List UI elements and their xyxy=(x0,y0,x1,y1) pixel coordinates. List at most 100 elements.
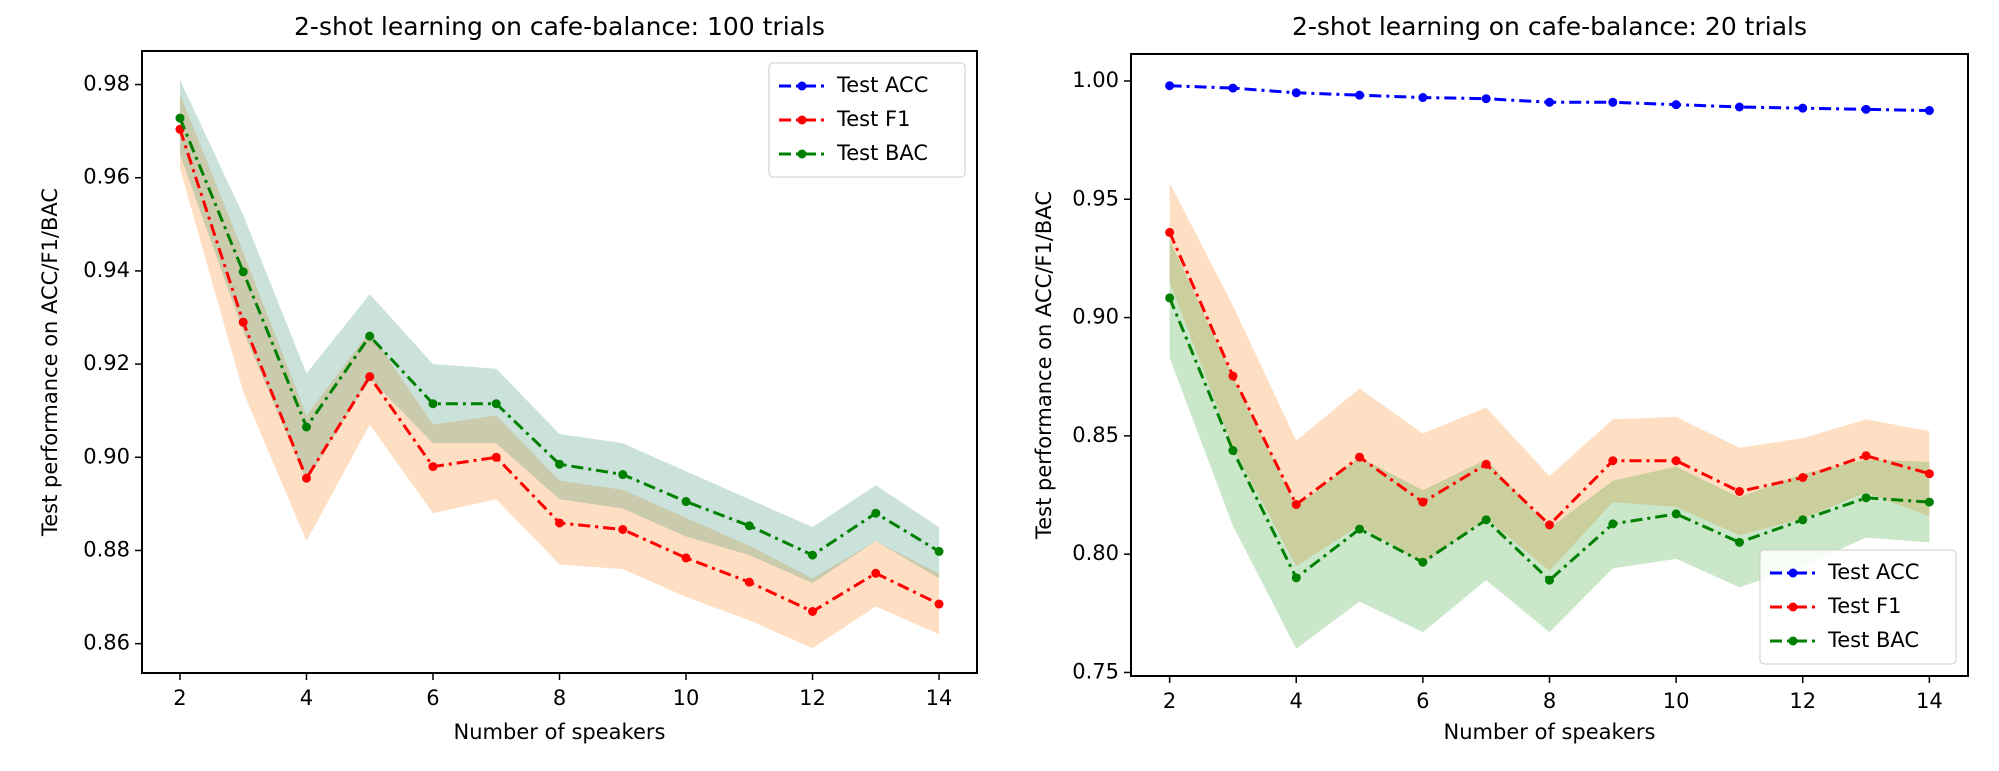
point xyxy=(808,550,818,560)
x-tick-label: 12 xyxy=(799,686,826,710)
point xyxy=(1861,451,1871,461)
x-tick-label: 10 xyxy=(673,686,700,710)
point xyxy=(555,459,564,469)
point xyxy=(808,606,818,616)
y-axis-label: Test performance on ACC/F1/BAC xyxy=(38,188,62,537)
error-band xyxy=(179,93,940,649)
x-tick-label: 14 xyxy=(1916,689,1943,713)
point xyxy=(618,524,628,534)
legend-marker xyxy=(797,149,807,159)
point xyxy=(365,331,375,341)
point xyxy=(871,568,881,578)
legend-label: Test ACC xyxy=(836,73,928,97)
point xyxy=(1924,497,1934,507)
chart-title: 2-shot learning on cafe-balance: 20 tria… xyxy=(1292,12,1807,41)
point xyxy=(744,521,754,531)
point xyxy=(1165,81,1175,91)
point xyxy=(1734,102,1744,112)
point xyxy=(1545,520,1554,530)
legend-label: Test ACC xyxy=(1827,560,1919,584)
point xyxy=(491,452,501,462)
legend-label: Test F1 xyxy=(1827,594,1901,618)
point xyxy=(1798,472,1808,482)
legend: Test ACC Test F1 Test BAC xyxy=(768,62,966,178)
point xyxy=(1545,575,1554,585)
point xyxy=(301,422,311,432)
point xyxy=(1671,456,1681,466)
point xyxy=(555,518,564,528)
point xyxy=(1291,573,1301,583)
x-tick-label: 2 xyxy=(173,686,186,710)
point xyxy=(238,267,248,277)
x-tick-label: 6 xyxy=(1416,689,1429,713)
legend-box xyxy=(1759,549,1957,665)
point xyxy=(1608,97,1618,107)
point xyxy=(1165,293,1175,303)
y-tick-label: 0.96 xyxy=(83,165,130,189)
point xyxy=(1291,499,1301,509)
point xyxy=(1924,106,1934,116)
point xyxy=(1481,515,1491,525)
point xyxy=(1355,524,1365,534)
point xyxy=(301,473,311,483)
point xyxy=(934,599,944,609)
x-axis-label: Number of speakers xyxy=(454,720,666,744)
point xyxy=(1671,509,1681,519)
x-tick-label: 6 xyxy=(426,686,439,710)
point xyxy=(1291,88,1301,98)
legend-marker xyxy=(1788,602,1798,612)
legend-box xyxy=(768,62,966,178)
point xyxy=(428,399,438,409)
y-tick-label: 0.95 xyxy=(1072,186,1119,210)
chart: 2 4 6 8 10 12 14 0.75 0.80 0.85 0.90 0.95 1.00 2-shot… xyxy=(1032,12,1969,744)
point xyxy=(1671,100,1681,110)
legend-marker xyxy=(797,115,807,125)
point xyxy=(1481,459,1491,469)
point xyxy=(1228,83,1238,93)
chart: 2 4 6 8 10 12 14 0.86 0.88 0.90 0.92 0.94 0.96 0.98 2-… xyxy=(38,12,978,744)
point xyxy=(365,372,375,382)
chart-title: 2-shot learning on cafe-balance: 100 tri… xyxy=(294,12,825,41)
point xyxy=(1228,371,1238,381)
point xyxy=(1418,557,1428,567)
point xyxy=(1481,94,1491,104)
point xyxy=(681,553,691,563)
error-band xyxy=(1169,182,1930,571)
point xyxy=(1545,97,1554,107)
legend-label: Test BAC xyxy=(836,141,928,165)
point xyxy=(1608,519,1618,529)
point xyxy=(1165,227,1175,237)
x-tick-label: 2 xyxy=(1163,689,1176,713)
y-tick-label: 0.80 xyxy=(1072,541,1119,565)
point xyxy=(1418,93,1428,103)
y-tick-label: 0.85 xyxy=(1072,423,1119,447)
point xyxy=(1734,486,1744,496)
y-tick-label: 1.00 xyxy=(1072,68,1119,92)
point xyxy=(681,497,691,507)
legend-marker xyxy=(1788,568,1798,578)
point xyxy=(1418,497,1428,507)
point xyxy=(1798,515,1808,525)
legend: Test ACC Test F1 Test BAC xyxy=(1759,549,1957,665)
y-axis-label: Test performance on ACC/F1/BAC xyxy=(1032,191,1056,540)
point xyxy=(871,508,881,518)
x-tick-label: 14 xyxy=(926,686,953,710)
point xyxy=(175,113,185,123)
y-tick-label: 0.86 xyxy=(83,631,130,655)
y-tick-label: 0.90 xyxy=(83,444,130,468)
point xyxy=(1924,469,1934,479)
point xyxy=(1355,452,1365,462)
legend-marker xyxy=(797,81,807,91)
y-tick-label: 0.98 xyxy=(83,72,130,96)
point xyxy=(238,317,248,327)
error-band xyxy=(179,79,940,584)
point xyxy=(1608,456,1618,466)
legend-marker xyxy=(1788,636,1798,646)
y-tick-label: 0.75 xyxy=(1072,659,1119,683)
point xyxy=(934,546,944,556)
x-tick-label: 8 xyxy=(553,686,566,710)
point xyxy=(1228,446,1238,456)
y-tick-label: 0.92 xyxy=(83,351,130,375)
legend-label: Test F1 xyxy=(836,107,910,131)
